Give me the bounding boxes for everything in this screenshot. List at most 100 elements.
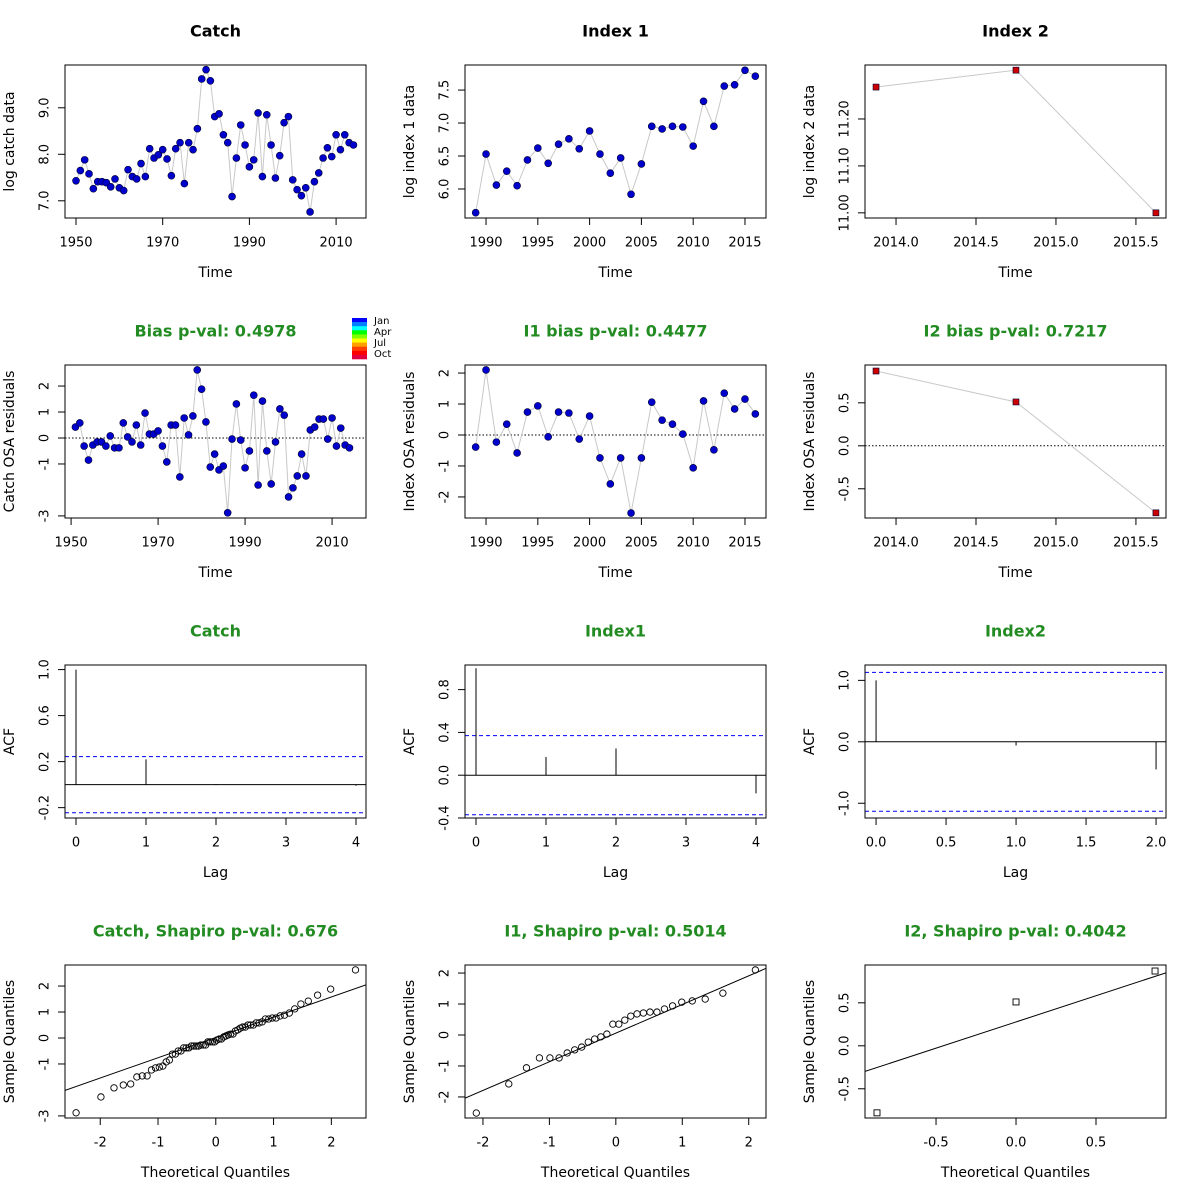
point xyxy=(302,472,310,480)
x-tick-label: 3 xyxy=(682,836,690,851)
y-tick-label: 0 xyxy=(438,1031,453,1039)
point xyxy=(563,1049,571,1057)
y-tick-label: 11.10 xyxy=(838,147,853,184)
point xyxy=(340,130,349,139)
plot-area xyxy=(465,966,766,1117)
point xyxy=(606,169,615,177)
x-tick-label: 1970 xyxy=(142,536,175,551)
point xyxy=(151,1064,160,1072)
point xyxy=(472,1109,480,1117)
point xyxy=(219,462,228,470)
plot-area xyxy=(865,671,1166,812)
point xyxy=(297,1000,305,1008)
point xyxy=(154,427,162,435)
point xyxy=(710,122,718,131)
y-tick-label: -1 xyxy=(438,459,453,472)
plot-area xyxy=(465,668,766,816)
y-axis-label: log index 1 data xyxy=(402,85,418,198)
x-tick-label: 4 xyxy=(752,836,760,851)
point xyxy=(143,1072,151,1080)
point xyxy=(647,398,656,406)
point xyxy=(261,1015,270,1023)
plot-frame xyxy=(864,964,1167,1119)
y-axis-label: Index OSA residuals xyxy=(402,372,418,512)
point xyxy=(621,1016,629,1024)
point xyxy=(85,170,93,178)
y-tick-label: 1 xyxy=(38,1008,53,1016)
x-tick-label: 0 xyxy=(472,836,480,851)
point xyxy=(184,138,193,147)
point xyxy=(304,997,312,1005)
point xyxy=(111,175,119,183)
point xyxy=(206,1038,214,1046)
plot-area xyxy=(865,367,1166,517)
point xyxy=(106,432,115,440)
point xyxy=(219,130,228,139)
point xyxy=(128,438,136,446)
y-axis-label: ACF xyxy=(402,728,418,755)
x-tick-label: 2005 xyxy=(625,236,658,251)
plot-area xyxy=(65,366,366,517)
point xyxy=(106,183,115,191)
y-tick-label: 9.0 xyxy=(38,97,53,118)
point xyxy=(255,1019,263,1027)
point xyxy=(523,408,532,416)
point xyxy=(271,174,280,182)
x-tick-label: 0.0 xyxy=(866,836,887,851)
point xyxy=(163,155,171,163)
point xyxy=(689,464,697,472)
point xyxy=(197,385,206,393)
point xyxy=(176,473,184,481)
point xyxy=(288,176,297,184)
x-axis-label: Time xyxy=(997,565,1032,581)
plot-frame xyxy=(464,964,767,1119)
colorbar-label: Apr xyxy=(374,327,392,338)
plot-frame xyxy=(864,664,1167,819)
point xyxy=(585,127,594,135)
point xyxy=(265,1015,273,1023)
point xyxy=(471,443,480,451)
point xyxy=(236,121,245,129)
y-tick-label: -0.5 xyxy=(838,1076,853,1101)
point xyxy=(741,66,749,75)
y-axis-label: Sample Quantiles xyxy=(802,980,818,1103)
point xyxy=(276,1012,284,1020)
point xyxy=(110,1084,118,1092)
chart-title: I2 bias p-val: 0.7217 xyxy=(924,322,1108,341)
point xyxy=(293,185,301,194)
point xyxy=(351,966,360,974)
chart-title: Index 1 xyxy=(582,22,649,41)
point xyxy=(872,367,880,375)
point xyxy=(272,1014,280,1022)
x-tick-label: 1 xyxy=(142,836,150,851)
point xyxy=(263,447,271,455)
point xyxy=(132,175,141,183)
y-tick-label: 0.0 xyxy=(438,765,453,786)
x-tick-label: 2 xyxy=(745,1136,753,1151)
chart-title: I1 bias p-val: 0.4477 xyxy=(524,322,708,341)
colorbar-label: Jul xyxy=(373,338,386,349)
point xyxy=(584,1038,592,1046)
x-tick-label: 1990 xyxy=(233,236,266,251)
x-tick-label: 2015.5 xyxy=(1113,536,1159,551)
x-tick-label: 2010 xyxy=(677,536,710,551)
point xyxy=(280,411,289,419)
y-tick-label: -2 xyxy=(438,490,453,503)
y-tick-label: -1 xyxy=(38,457,53,470)
point xyxy=(158,145,167,154)
point xyxy=(206,77,215,85)
colorbar-swatch xyxy=(352,342,367,347)
point xyxy=(679,123,687,131)
point xyxy=(505,1080,513,1088)
y-tick-label: 0.6 xyxy=(38,705,53,726)
point xyxy=(751,410,760,418)
point xyxy=(147,1066,156,1074)
point xyxy=(660,1005,669,1013)
point xyxy=(132,421,141,429)
y-tick-label: 2 xyxy=(38,382,53,390)
point xyxy=(215,110,223,118)
point xyxy=(176,138,184,147)
x-tick-label: -0.5 xyxy=(923,1136,948,1151)
point xyxy=(554,140,563,148)
